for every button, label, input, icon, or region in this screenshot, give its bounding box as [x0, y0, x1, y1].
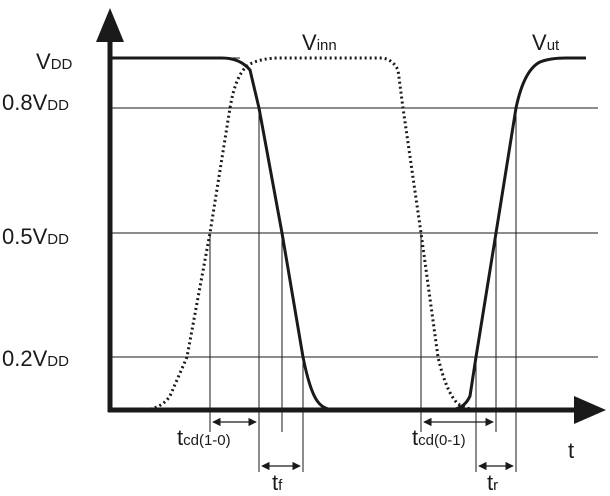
- label-02vdd: 0.2VDD: [2, 346, 69, 371]
- label-tcd-rise: tcd(0-1): [412, 425, 466, 450]
- label-tf: tf: [272, 470, 283, 495]
- label-08vdd: 0.8VDD: [2, 90, 69, 115]
- label-05vdd: 0.5VDD: [2, 224, 69, 249]
- x-axis-arrow-icon: [574, 396, 606, 424]
- label-tcd-fall: tcd(1-0): [177, 425, 231, 450]
- label-tr: tr: [487, 470, 498, 495]
- label-vinn: Vinn: [302, 30, 337, 55]
- output-signal-curve: [110, 56, 586, 412]
- input-signal-curve: [110, 56, 520, 412]
- label-vut: Vut: [532, 30, 560, 55]
- y-axis-arrow-icon: [96, 8, 124, 42]
- label-t-axis: t: [568, 438, 574, 463]
- label-vdd: VDD: [36, 49, 73, 74]
